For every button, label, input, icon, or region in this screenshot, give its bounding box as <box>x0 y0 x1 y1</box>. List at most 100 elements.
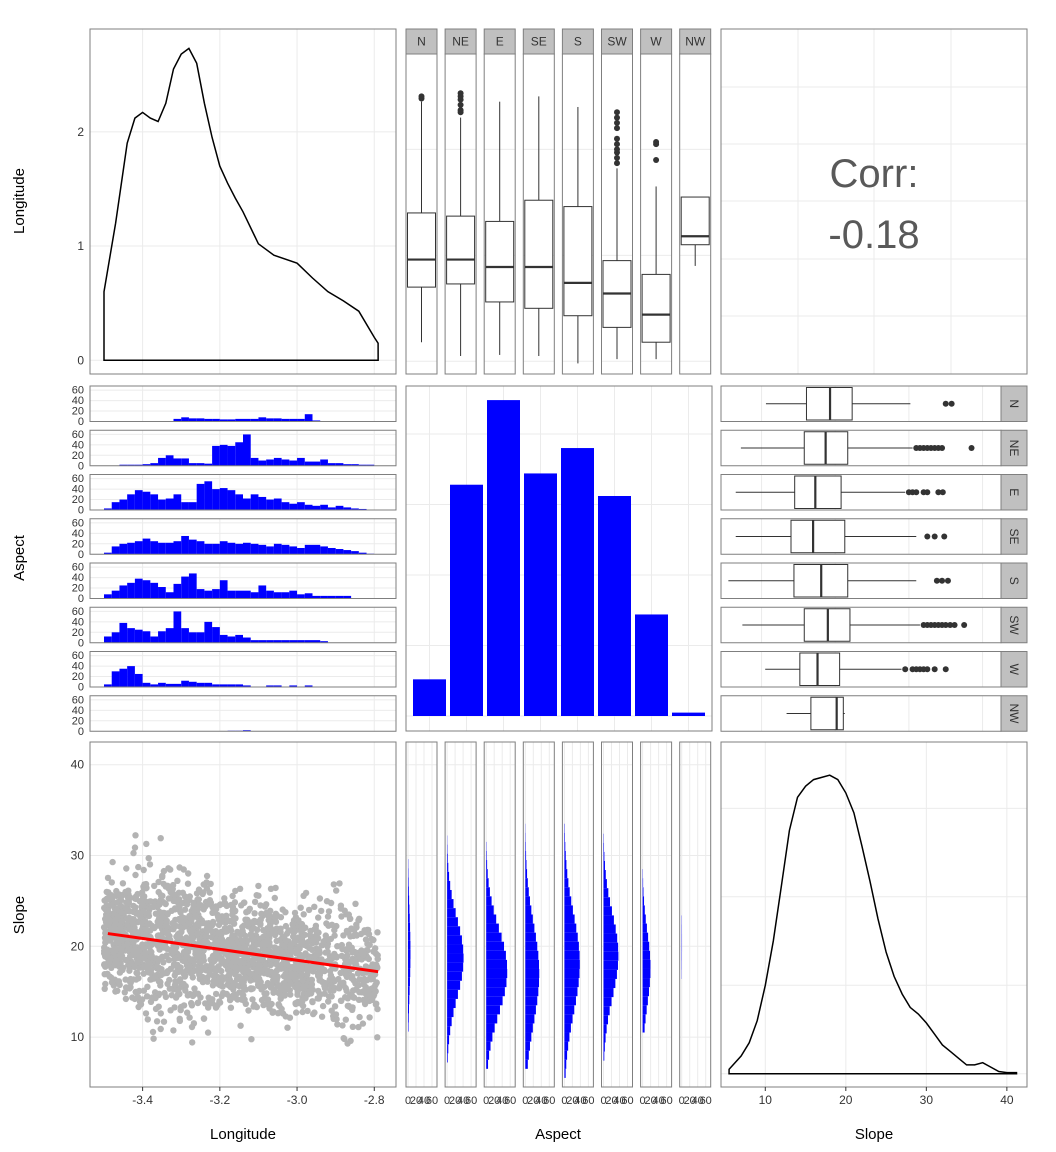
hist-longitude-bar-E <box>150 494 159 510</box>
scatter-point <box>348 974 355 982</box>
scatter-point <box>122 995 130 1003</box>
hist-slope-x-tick-S: 60 <box>582 1095 594 1107</box>
strip-top-NE-label: NE <box>452 35 469 49</box>
strip-right-SE-label: SE <box>1007 528 1021 544</box>
hist-slope-bar-S <box>564 941 579 951</box>
hist-longitude-bar-E <box>281 502 290 510</box>
scatter-point <box>132 988 139 996</box>
panel-box-slope-frame-NW <box>720 695 1002 732</box>
hist-slope-bar-S <box>564 1059 567 1069</box>
hist-slope-bar-SW <box>603 1051 605 1061</box>
hist-longitude-bar-N <box>250 418 259 422</box>
longitude-density-y-tick: 0 <box>77 353 84 367</box>
scatter-point <box>227 901 235 909</box>
hist-slope-x-tick-NE: 40 <box>457 1095 469 1107</box>
hist-longitude-bar-E <box>188 502 197 510</box>
strip-top-SE-label: SE <box>531 35 547 49</box>
hist-slope-bar-NE <box>447 853 448 863</box>
hist-longitude-bar-E <box>343 507 352 510</box>
hist-longitude-bar-SE <box>142 538 151 555</box>
hist-longitude-bar-W <box>235 684 243 687</box>
hist-slope-bar-S <box>564 923 577 933</box>
scatter-point <box>299 1008 306 1016</box>
scatter-point <box>319 965 326 973</box>
hist-longitude-bar-S <box>243 590 251 599</box>
hist-slope-bar-W <box>642 1014 646 1024</box>
hist-longitude-bar-E <box>304 504 313 510</box>
aspect-count-bar-W <box>635 614 668 716</box>
box-longitude-NE <box>446 215 476 285</box>
hist-slope-bar-NE <box>447 944 464 954</box>
scatter-point <box>106 917 114 924</box>
panel-hist-longitude-frame-E <box>89 474 397 511</box>
strip-top-N-label: N <box>417 35 426 49</box>
hist-slope-bar-SW <box>603 1024 607 1034</box>
scatter-point <box>183 953 190 960</box>
scatter-point <box>323 920 330 927</box>
hist-longitude-bar-W <box>273 685 282 687</box>
hist-longitude-y-tick: 60 <box>72 650 84 662</box>
box-longitude-outlier-SW <box>614 114 620 121</box>
hist-slope-bar-SW <box>603 851 605 861</box>
hist-slope-x-tick-W: 60 <box>660 1095 672 1107</box>
hist-longitude-bar-SW <box>181 628 189 643</box>
panel-box-longitude-frame-E <box>483 53 516 375</box>
scatter-point <box>169 885 176 892</box>
hist-slope-bar-SW <box>603 997 612 1007</box>
hist-longitude-bar-E <box>258 496 267 510</box>
scatter-point <box>103 888 110 896</box>
scatter-point <box>309 998 316 1006</box>
hist-slope-bar-S <box>564 932 578 942</box>
hist-longitude-bar-SW <box>173 611 182 643</box>
scatter-point <box>369 996 376 1004</box>
hist-slope-bar-NE <box>447 1044 449 1054</box>
scatter-point <box>293 1009 300 1016</box>
scatter-x-tick: -2.8 <box>364 1093 385 1107</box>
hist-longitude-bar-NE <box>358 464 367 466</box>
scatter-point <box>374 1034 381 1041</box>
hist-slope-bar-S <box>564 914 575 924</box>
hist-longitude-bar-NE <box>235 442 243 466</box>
hist-slope-bar-SE <box>525 978 540 988</box>
hist-slope-bar-SE <box>525 905 532 915</box>
hist-slope-bar-N <box>408 968 411 978</box>
hist-slope-x-tick-NW: 0 <box>679 1095 685 1107</box>
scatter-point <box>363 989 370 996</box>
scatter-point <box>374 929 381 936</box>
scatter-point <box>282 1013 289 1020</box>
hist-longitude-bar-S <box>134 578 143 599</box>
hist-longitude-bar-E <box>320 504 328 510</box>
hist-longitude-bar-W <box>111 671 120 687</box>
scatter-point <box>366 1014 373 1021</box>
scatter-point <box>164 931 172 938</box>
scatter-point <box>152 973 159 980</box>
hist-slope-bar-NE <box>447 935 462 945</box>
hist-slope-bar-SW <box>603 942 619 952</box>
hist-slope-bar-S <box>564 1050 568 1060</box>
box-slope-outlier-SW <box>947 622 954 628</box>
scatter-point <box>373 979 380 987</box>
strip-right-SW-label: SW <box>1007 615 1021 635</box>
scatter-point <box>162 883 169 890</box>
hist-slope-x-tick-SE: 60 <box>543 1095 555 1107</box>
scatter-point <box>215 976 222 984</box>
hist-longitude-y-tick: 20 <box>72 715 84 727</box>
hist-longitude-bar-W <box>227 684 236 687</box>
hist-slope-bar-S <box>564 1023 571 1033</box>
hist-longitude-bar-S <box>142 580 151 599</box>
panel-scatter-frame <box>89 741 397 1088</box>
y-title-slope: Slope <box>11 896 28 934</box>
hist-longitude-bar-SW <box>119 622 128 643</box>
hist-slope-bar-SW <box>603 1033 606 1043</box>
scatter-point <box>315 914 322 921</box>
scatter-point <box>117 893 125 900</box>
hist-slope-bar-SW <box>603 897 611 907</box>
hist-slope-bar-W <box>642 978 650 988</box>
scatter-point <box>176 896 183 903</box>
scatter-point <box>340 1035 347 1042</box>
slope-density-x-tick: 30 <box>920 1093 934 1107</box>
hist-longitude-bar-S <box>335 595 344 599</box>
hist-longitude-bar-S <box>289 590 298 599</box>
hist-longitude-bar-NE <box>219 444 228 466</box>
hist-longitude-bar-SE <box>273 543 282 555</box>
